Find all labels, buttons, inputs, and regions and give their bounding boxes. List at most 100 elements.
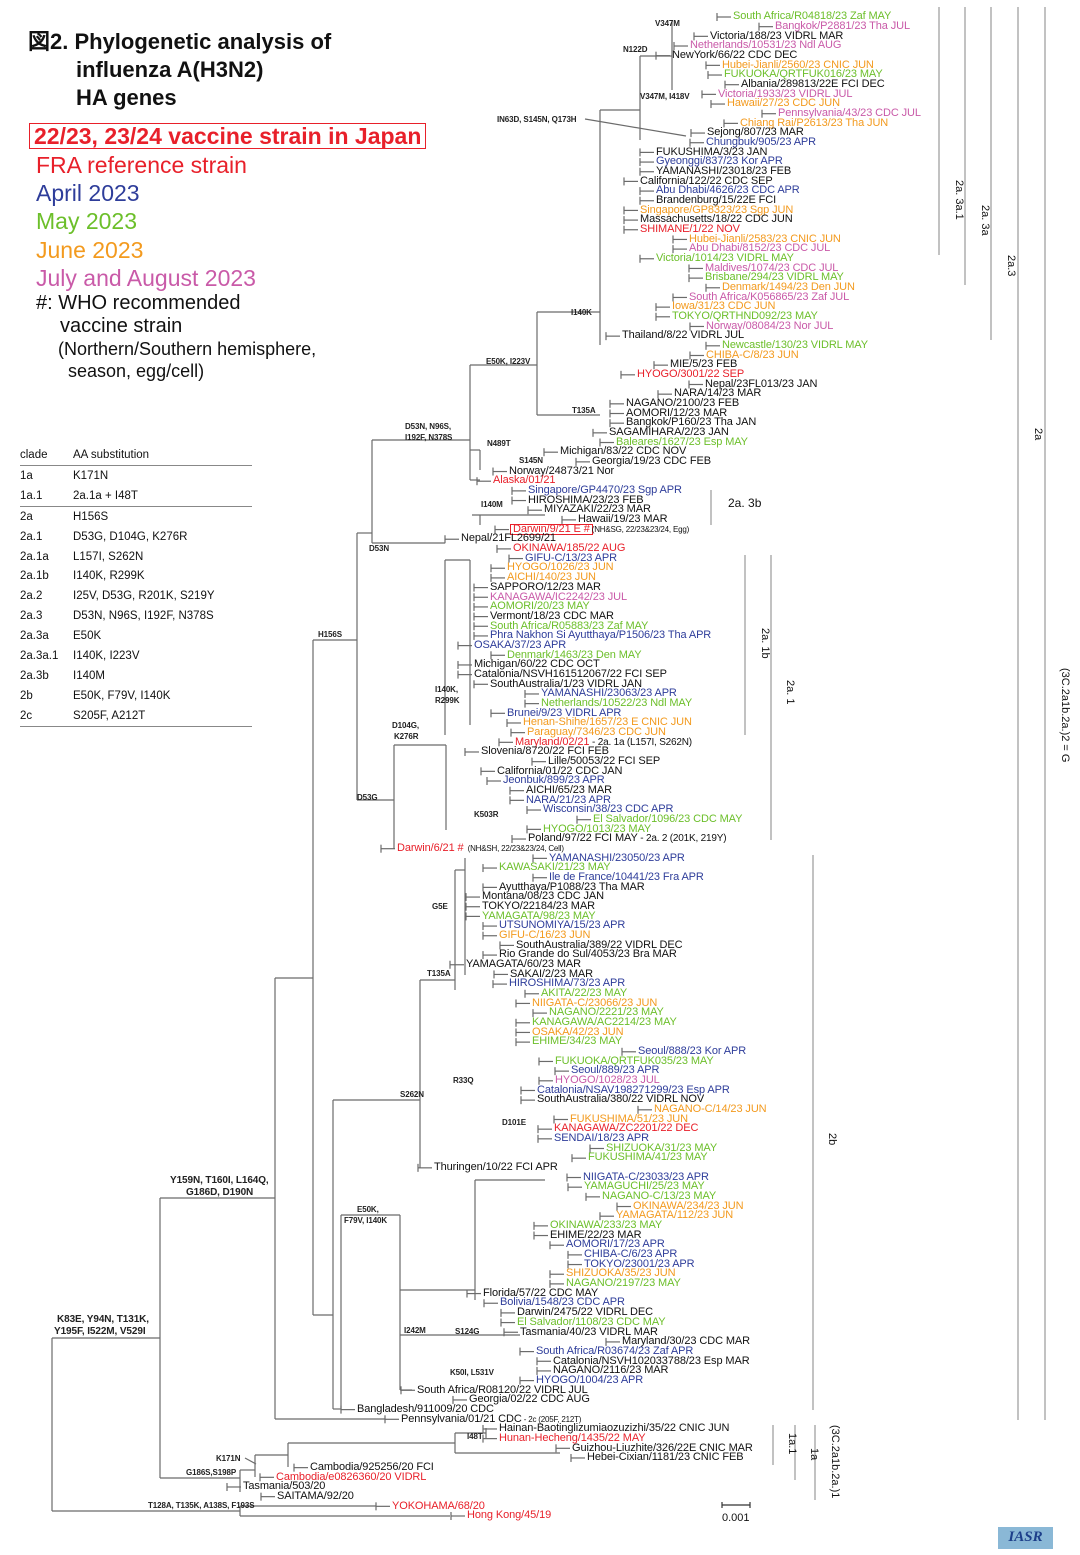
strain-name: Jeonbuk/899/23 APR: [503, 774, 605, 787]
strain-name: AICHI/140/23 JUN: [507, 571, 596, 584]
strain-name: Catalonia/NSVH161512067/22 FCI SEP: [474, 667, 667, 680]
strain-name: HIROSHIMA/73/23 APR: [509, 977, 626, 990]
strain-name: Paraguay/7346/23 CDC JUN: [527, 725, 666, 738]
strain-name: SouthAustralia/380/22 VIDRL NOV: [537, 1093, 705, 1106]
strain-name: Baleares/1627/23 Esp MAY: [616, 435, 748, 448]
leaf-label: SHIZUOKA/35/23 JUN: [566, 1268, 676, 1279]
strain-name: Sejong/807/23 MAR: [707, 126, 804, 139]
leaf-label: Bangkok/P2881/23 Tha JUL: [775, 21, 910, 32]
strain-name: Lille/50053/22 FCI SEP: [548, 754, 661, 767]
strain-name: FUKUSHIMA/3/23 JAN: [656, 145, 768, 158]
strain-name: AICHI/65/23 MAR: [526, 783, 612, 796]
title-line-2: influenza A(H3N2): [76, 57, 264, 82]
strain-name: KANAGAWA/IC2242/23 JUL: [490, 590, 627, 603]
strain-name: Bangkok/P160/23 Tha JAN: [626, 416, 757, 429]
leaf-label: Victoria/1933/23 VIDRL JUL: [718, 88, 852, 100]
table-row: 2a.3b I140M: [20, 666, 252, 686]
leaf-label: Norway/24873/21 Nor: [509, 466, 614, 477]
strain-name: Guizhou-Liuzhite/326/22E CNIC MAR: [572, 1441, 753, 1454]
leaf-label: Abu Dhabi/4626/23 CDC APR: [656, 185, 800, 196]
leaf-label: YAMANASHI/23063/23 APR: [541, 687, 677, 700]
strain-name: Bolivia/1548/23 CDC APR: [500, 1296, 625, 1309]
leaf-label: GIFU-C/16/23 JUN: [499, 930, 590, 941]
strain-name: South Africa/R04818/23 Zaf MAY: [733, 10, 892, 23]
strain-name: South Africa/R03674/23 Zaf APR: [536, 1344, 694, 1357]
strain-name: Nepal/21FL2699/21: [461, 532, 556, 545]
leaf-label: TOKYO/QRTHND092/23 MAY: [672, 311, 818, 322]
strain-name: Alaska/01/21: [493, 474, 556, 487]
strain-name: SAKAI/2/23 MAR: [510, 967, 593, 980]
leaf-label: Cambodia/e0826360/20 VIDRL: [276, 1470, 427, 1483]
table-row: 1a K171N: [20, 466, 252, 486]
label-pointer: [244, 1457, 257, 1465]
who-line-4: season, egg/cell): [68, 361, 205, 381]
leaf-label: Netherlands/10522/23 Ndl MAY: [541, 698, 692, 709]
mutation-label: V347M: [655, 19, 680, 28]
leaf-label: Iowa/31/23 CDC JUN: [672, 301, 775, 312]
leaf-label: SouthAustralia/389/22 VIDRL DEC: [516, 939, 683, 951]
leaf-label: GIFU-C/13/23 APR: [525, 553, 617, 564]
leaf-label: Cambodia/925256/20 FCI: [310, 1462, 434, 1473]
mutation-label: F79V, I140K: [344, 1216, 388, 1225]
mutation-label: D53N: [369, 544, 390, 553]
strain-name: Wisconsin/38/23 CDC APR: [543, 803, 674, 816]
strain-name: Tasmania/40/23 VIDRL MAR: [520, 1325, 658, 1338]
table-row: 2c S205F, A212T: [20, 705, 252, 727]
strain-name: Cambodia/e0826360/20 VIDRL: [276, 1470, 427, 1483]
strain-name: SHIZUOKA/31/23 MAY: [606, 1141, 718, 1154]
mutation-label: N489T: [487, 439, 511, 448]
leaf-label: SAKAI/2/23 MAR: [510, 967, 593, 980]
leaf-label: Ile de France/10441/23 Fra APR: [549, 872, 704, 883]
strain-name: CHIBA-C/6/23 APR: [584, 1248, 678, 1261]
strain-name: South Africa/R08120/22 VIDRL JUL: [417, 1383, 588, 1396]
strain-name: Victoria/188/23 VIDRL MAR: [710, 29, 844, 42]
mutation-label: K503R: [474, 810, 499, 819]
strain-name: Henan-Shihe/1657/23 E CNIC JUN: [523, 716, 692, 729]
strain-name: Hunan-Hecheng/1435/22 MAY: [499, 1431, 646, 1444]
leaf-label: Poland/97/22 FCI MAY - 2a. 2 (201K, 219Y…: [528, 833, 727, 844]
leaf-label: YAMAGATA/112/23 JUN: [616, 1210, 733, 1221]
leaf-label: Bangladesh/911009/20 CDC: [357, 1404, 494, 1415]
strain-name: Hubei-Jianli/2583/23 CNIC JUN: [689, 232, 841, 245]
strain-name: YAMANASHI/23063/23 APR: [541, 687, 677, 700]
leaf-label: KAWASAKI/21/23 MAY: [499, 862, 611, 873]
leaf-label: Hebei-Cixian/1181/23 CNIC FEB: [587, 1452, 744, 1463]
strain-name: HYOGO/1013/23 MAY: [543, 822, 652, 835]
strain-name: NAGANO/2116/23 MAR: [553, 1364, 669, 1377]
strain-name: YAMAGATA/60/23 MAR: [466, 958, 581, 970]
leaf-label: Bolivia/1548/23 CDC APR: [500, 1296, 625, 1309]
strain-name: Victoria/1014/23 VIDRL MAY: [656, 252, 794, 265]
mutation-label: E50K, I223V: [486, 357, 531, 366]
clade-label: 1a.1: [786, 1433, 798, 1455]
strain-name: Pennsylvania/43/23 CDC JUL: [778, 106, 921, 119]
leaf-label: Hawaii/19/23 MAR: [578, 514, 668, 525]
leaf-label: HYOGO/1004/23 APR: [536, 1375, 643, 1386]
strain-name: Phra Nakhon Si Ayutthaya/P1506/23 Tha AP…: [490, 629, 712, 642]
strain-name: FUKUSHIMA/41/23 MAY: [588, 1151, 708, 1164]
header-aa-substitution: AA substitution: [73, 444, 252, 466]
strain-name: NAGANO-C/14/23 JUN: [654, 1103, 767, 1116]
mutation-label: D104G,: [392, 721, 419, 730]
strain-name: NAGANO/2100/23 FEB: [626, 397, 740, 410]
leaf-label: Massachusetts/18/22 CDC JUN: [640, 214, 793, 225]
leaf-label: AICHI/65/23 MAR: [526, 783, 612, 796]
clade-label: 1a: [808, 1448, 820, 1461]
mutation-label: V347M, I418V: [640, 92, 690, 101]
leaf-label: NAGANO/2221/23 MAY: [549, 1007, 664, 1018]
strain-name: YAMAGUCHI/25/23 MAY: [584, 1180, 705, 1193]
leaf-label: Montana/08/23 CDC JAN: [482, 891, 604, 902]
leaf-label: Michigan/83/22 CDC NOV: [560, 446, 686, 457]
leaf-label: South Africa/K056865/23 Zaf JUL: [689, 291, 849, 303]
strain-name: CHIBA-C/8/23 JUN: [706, 348, 799, 361]
leaf-label: KANAGAWA/ZC2201/22 DEC: [554, 1123, 698, 1134]
leaf-label: Hong Kong/45/19: [467, 1510, 551, 1521]
leaf-label: South Africa/R04818/23 Zaf MAY: [733, 10, 892, 23]
strain-name: Vermont/18/23 CDC MAR: [490, 609, 614, 622]
strain-name: Catalonia/NSAV198271299/23 Esp APR: [537, 1083, 730, 1096]
strain-name: NIIGATA-C/23033/23 APR: [583, 1170, 709, 1183]
leaf-label: Paraguay/7346/23 CDC JUN: [527, 725, 666, 738]
strain-name: Netherlands/10531/23 Ndl AUG: [690, 39, 842, 52]
leaf-label: California/122/22 CDC SEP: [640, 175, 773, 187]
strain-note: (NH&SG, 22/23&23/24, Egg): [591, 524, 690, 534]
leaf-label: Bangkok/P160/23 Tha JAN: [626, 416, 757, 429]
